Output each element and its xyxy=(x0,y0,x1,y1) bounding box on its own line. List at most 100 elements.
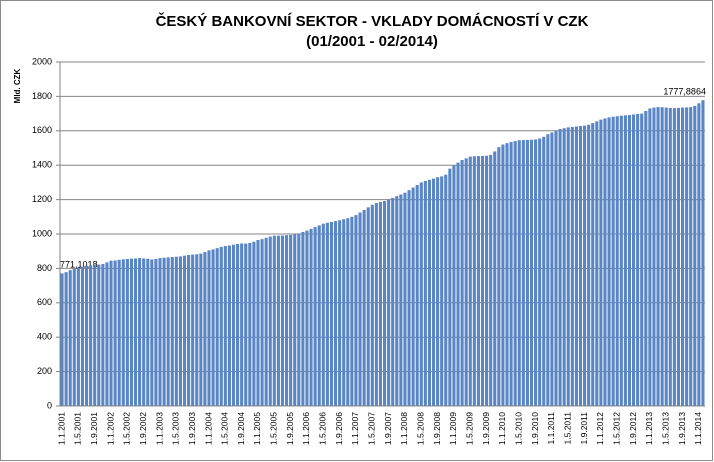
y-axis-label: Mld. CZK xyxy=(13,68,22,103)
x-tick-label: 1.9.2011 xyxy=(579,412,589,445)
bar xyxy=(72,268,76,406)
bar xyxy=(472,156,476,406)
y-tick-label: 800 xyxy=(37,263,52,273)
bar xyxy=(329,221,334,406)
bar xyxy=(129,258,133,406)
bar xyxy=(501,144,505,406)
bar xyxy=(76,267,80,406)
data-label: 771,1018 xyxy=(60,260,98,270)
bar xyxy=(378,202,383,406)
bar xyxy=(317,225,321,406)
bar xyxy=(301,231,305,406)
bar xyxy=(611,116,615,407)
bar xyxy=(101,263,105,406)
bar xyxy=(203,252,207,406)
data-label: 1777,8864 xyxy=(663,87,706,97)
bar xyxy=(632,114,636,407)
bar xyxy=(436,177,440,406)
x-tick-label: 1.9.2010 xyxy=(530,412,540,445)
bar xyxy=(313,227,317,406)
bar xyxy=(664,107,668,406)
x-tick-label: 1.1.2001 xyxy=(56,412,66,445)
bar xyxy=(297,233,301,406)
bar xyxy=(252,241,256,406)
bar xyxy=(309,228,313,406)
bar xyxy=(419,182,423,406)
bar xyxy=(166,257,170,406)
y-tick-label: 0 xyxy=(47,400,52,410)
x-tick-label: 1.5.2002 xyxy=(122,412,132,445)
bar xyxy=(701,100,705,406)
bar xyxy=(256,240,260,406)
bar xyxy=(468,156,472,406)
x-tick-label: 1.9.2009 xyxy=(481,412,491,445)
x-tick-label: 1.5.2009 xyxy=(465,412,475,445)
bar xyxy=(485,155,489,406)
y-tick-label: 400 xyxy=(37,332,52,342)
bar xyxy=(362,209,366,406)
bar xyxy=(415,184,419,406)
bar xyxy=(338,220,342,406)
x-tick-label: 1.5.2007 xyxy=(367,412,377,445)
bar xyxy=(566,127,570,407)
bar xyxy=(640,113,644,406)
y-tick-label: 1600 xyxy=(32,125,52,135)
bar xyxy=(146,258,150,406)
bar xyxy=(387,199,391,406)
x-tick-label: 1.1.2014 xyxy=(693,412,703,445)
bar xyxy=(546,134,550,407)
bar xyxy=(456,162,460,406)
bar xyxy=(182,255,187,406)
bar xyxy=(627,114,632,406)
bar xyxy=(84,265,89,406)
bar xyxy=(623,115,627,406)
bar xyxy=(403,192,407,406)
x-tick-label: 1.1.2012 xyxy=(595,412,605,445)
bar xyxy=(591,123,595,406)
bar xyxy=(117,259,121,406)
bar xyxy=(660,107,664,407)
bar xyxy=(260,239,264,406)
y-tick-label: 600 xyxy=(37,297,52,307)
bar xyxy=(358,212,362,406)
bar xyxy=(80,266,85,406)
bar xyxy=(236,243,240,406)
x-tick-label: 1.5.2011 xyxy=(562,412,572,445)
bar xyxy=(60,273,64,406)
chart-title: ČESKÝ BANKOVNÍ SEKTOR - VKLADY DOMÁCNOST… xyxy=(156,12,589,30)
x-tick-label: 1.1.2010 xyxy=(497,412,507,445)
bar xyxy=(427,179,431,406)
bar xyxy=(615,116,619,407)
bar xyxy=(93,264,97,406)
bar xyxy=(672,108,676,406)
bar xyxy=(354,215,358,406)
bar xyxy=(529,139,534,406)
bar xyxy=(109,260,113,406)
bar xyxy=(534,139,538,406)
chart-subtitle: (01/2001 - 02/2014) xyxy=(306,33,438,50)
bar xyxy=(444,174,448,406)
x-tick-label: 1.5.2003 xyxy=(171,412,181,445)
bar xyxy=(342,219,346,406)
x-tick-label: 1.9.2003 xyxy=(187,412,197,445)
bar xyxy=(423,181,427,406)
bar xyxy=(431,178,436,406)
bar xyxy=(191,254,195,406)
bar xyxy=(517,140,521,406)
bar xyxy=(280,235,285,406)
x-tick-label: 1.1.2008 xyxy=(399,412,409,445)
x-tick-label: 1.5.2010 xyxy=(514,412,524,445)
bar xyxy=(162,257,166,406)
bar xyxy=(509,141,513,407)
bar xyxy=(97,264,101,406)
x-tick-label: 1.5.2008 xyxy=(416,412,426,445)
bar xyxy=(680,107,685,406)
bar xyxy=(370,204,374,406)
bar xyxy=(321,223,325,406)
bar xyxy=(227,245,231,406)
x-tick-label: 1.1.2005 xyxy=(252,412,262,445)
bar xyxy=(366,207,370,406)
x-tick-label: 1.5.2012 xyxy=(611,412,621,445)
bar xyxy=(195,254,199,406)
bar xyxy=(493,151,497,406)
